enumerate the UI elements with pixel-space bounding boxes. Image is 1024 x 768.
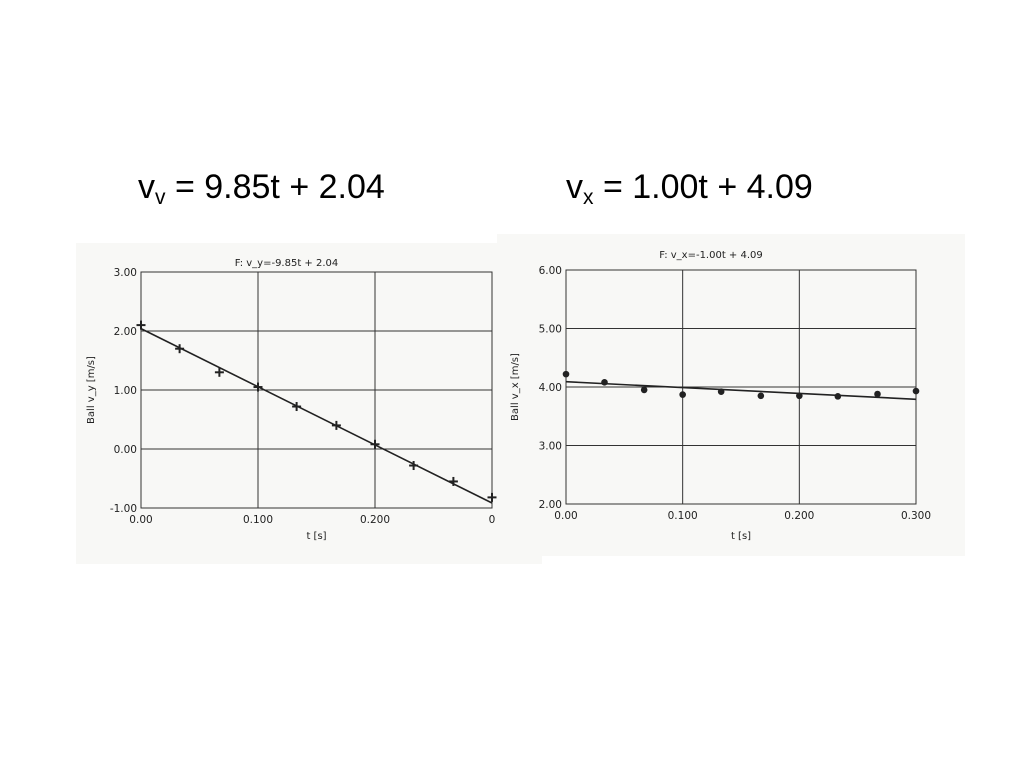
- vx-data-point: [679, 391, 686, 398]
- vx-data-point: [601, 379, 608, 386]
- vy-data-point: [292, 402, 302, 412]
- vy-y-axis-label: Ball v_y [m/s]: [86, 356, 97, 424]
- vy-data-point: [175, 344, 185, 354]
- equation-vx-rhs: = 1.00t + 4.09: [593, 168, 813, 206]
- vy-xtick-label: 0.00: [129, 514, 152, 526]
- vx-xtick-label: 0.200: [784, 510, 814, 522]
- vx-y-axis-label: Ball v_x [m/s]: [510, 353, 521, 421]
- vy-ytick-label: 3.00: [114, 267, 137, 279]
- equation-vx-subscript: x: [583, 185, 594, 209]
- vy-data-point: [136, 320, 146, 330]
- vx-ytick-label: 4.00: [539, 382, 562, 394]
- vy-data-point: [253, 382, 263, 392]
- vx-ytick-label: 5.00: [539, 324, 562, 336]
- vy-data-point: [448, 476, 458, 486]
- vy-ytick-label: 1.00: [114, 385, 137, 397]
- vx-data-point: [562, 370, 570, 378]
- vy-chart-panel: [76, 243, 542, 564]
- vx-xtick-label: 0.100: [668, 510, 698, 522]
- vx-ytick-label: 3.00: [539, 441, 562, 453]
- vx-fit-line: [565, 380, 917, 401]
- vx-chart-panel: [497, 234, 965, 556]
- vx-data-point: [912, 387, 920, 395]
- vx-data-point: [717, 388, 725, 395]
- vy-xtick-label: 0.100: [243, 514, 273, 526]
- equation-vx-var: v: [566, 168, 583, 206]
- vy-ytick-label: 0.00: [114, 444, 137, 456]
- vy-x-axis-label: t [s]: [306, 531, 326, 542]
- vy-ytick-label: -1.00: [110, 503, 137, 515]
- vy-data-point: [214, 367, 224, 377]
- vx-data-point: [757, 392, 765, 400]
- vy-xtick-label: 0: [489, 514, 496, 526]
- vx-ytick-label: 6.00: [539, 265, 562, 277]
- vy-data-point: [370, 439, 380, 449]
- vy-data-point: [331, 420, 341, 430]
- vy-data-point: [409, 461, 419, 471]
- equation-vy-var: v: [138, 168, 155, 206]
- equation-vy-subscript: v: [155, 185, 166, 209]
- equation-vx: vx = 1.00t + 4.09: [566, 168, 813, 208]
- vx-data-point: [834, 393, 842, 400]
- vx-x-axis-label: t [s]: [731, 531, 751, 542]
- vy-ytick-label: 2.00: [114, 326, 137, 338]
- vx-chart-title: F: v_x=-1.00t + 4.09: [659, 250, 763, 261]
- vx-ytick-label: 2.00: [539, 499, 562, 511]
- vy-data-point: [487, 492, 497, 502]
- vy-chart: 3.002.001.000.00-1.000.00 0.100 0.200 0F: v…: [86, 258, 497, 542]
- vx-data-point: [874, 390, 881, 398]
- vx-chart: 6.00 5.00 4.00 3.00 2.000.00 0.100 0.200 0.300 F…: [510, 250, 931, 542]
- vx-plot-frame: [565, 269, 917, 505]
- vx-data-point: [640, 386, 648, 394]
- equation-vy-rhs: = 9.85t + 2.04: [165, 168, 385, 206]
- vy-xtick-label: 0.200: [360, 514, 390, 526]
- vy-chart-title: F: v_y=-9.85t + 2.04: [235, 258, 339, 269]
- vx-xtick-label: 0.300: [901, 510, 931, 522]
- vy-plot-frame: [140, 271, 493, 509]
- vx-data-point: [796, 392, 803, 400]
- vx-xtick-label: 0.00: [554, 510, 577, 522]
- vy-fit-line: [140, 327, 493, 504]
- equation-vy: vv = 9.85t + 2.04: [138, 168, 385, 208]
